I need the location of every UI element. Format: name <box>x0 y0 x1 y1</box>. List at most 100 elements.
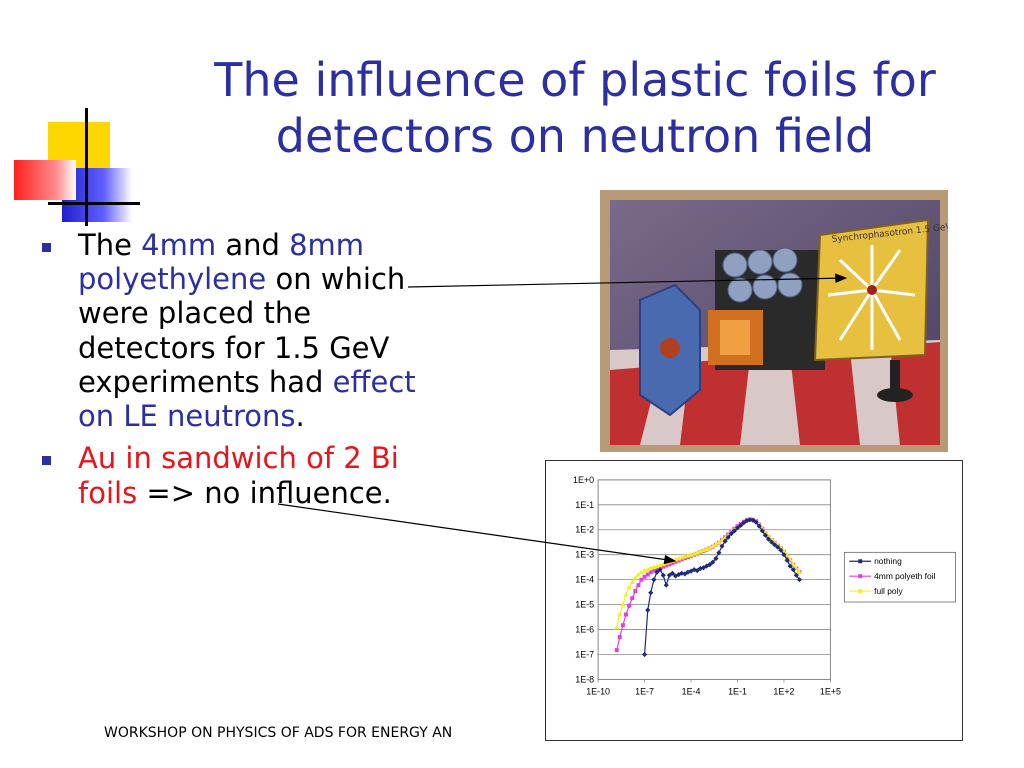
data-point <box>663 582 669 588</box>
setup-photo: Synchrophasotron 1.5 GeV Proton <box>600 190 948 452</box>
data-point <box>731 528 737 534</box>
data-point <box>784 552 790 557</box>
data-point <box>713 541 719 547</box>
x-tick-label: 1E+2 <box>773 686 794 696</box>
data-point <box>793 572 799 578</box>
data-point <box>738 522 744 528</box>
data-point <box>654 569 660 575</box>
data-point <box>710 559 716 565</box>
data-point <box>617 635 622 640</box>
data-point <box>672 573 679 579</box>
data-point <box>688 568 694 574</box>
data-point <box>633 589 638 594</box>
legend-label: 4mm polyeth foil <box>874 571 935 581</box>
data-point <box>734 525 741 531</box>
data-point <box>775 544 781 550</box>
y-tick-label: 1E-4 <box>575 575 594 585</box>
data-point <box>772 542 778 548</box>
bullet-text-part: on which were placed the detectors for 1… <box>78 262 406 399</box>
deco-horizontal-line <box>48 202 140 205</box>
bullet-text-part: effect on LE neutrons <box>78 364 416 434</box>
x-tick-label: 1E+5 <box>820 686 841 696</box>
data-point <box>623 592 629 597</box>
data-point <box>796 569 803 575</box>
data-point <box>639 577 644 582</box>
bullet-text-part: The <box>78 228 142 262</box>
data-point <box>638 569 645 575</box>
y-tick-label: 1E-6 <box>575 625 594 635</box>
footer-text: WORKSHOP ON PHYSICS OF ADS FOR ENERGY AN <box>104 725 453 741</box>
x-tick-label: 1E-4 <box>682 686 701 696</box>
data-point <box>660 572 666 578</box>
data-point <box>756 523 762 529</box>
data-point <box>651 577 657 583</box>
legend-box <box>843 551 956 603</box>
y-tick-label: 1E-3 <box>575 550 594 560</box>
data-point <box>781 552 787 558</box>
bullet-text-part: Au in sandwich of 2 Bi foils <box>78 441 399 510</box>
bullet-text-part: => no influence. <box>137 475 392 510</box>
legend-swatch-marker <box>858 574 863 579</box>
data-point <box>769 539 775 545</box>
data-point <box>694 550 700 555</box>
bullet-item: The 4mm and 8mm polyethylene on which we… <box>40 228 440 433</box>
data-point <box>654 567 659 572</box>
data-point <box>790 561 796 567</box>
data-point <box>796 577 803 583</box>
x-tick-label: 1E-7 <box>635 686 654 696</box>
bullet-text-part: 8mm polyethylene <box>78 228 365 297</box>
data-point <box>620 602 626 607</box>
x-tick-label: 1E-1 <box>728 686 747 696</box>
data-point <box>707 562 713 568</box>
data-point <box>645 572 650 577</box>
data-point <box>741 520 747 526</box>
data-point <box>620 623 625 628</box>
y-tick-label: 1E-5 <box>575 600 594 610</box>
data-point <box>716 539 722 545</box>
bullet-square-icon <box>42 456 51 466</box>
data-point <box>626 584 632 590</box>
data-point <box>669 570 676 576</box>
data-point <box>691 567 697 573</box>
data-point <box>651 568 656 573</box>
data-point <box>627 603 632 608</box>
bullet-list: The 4mm and 8mm polyethylene on which we… <box>40 228 440 518</box>
data-point <box>778 547 784 553</box>
data-point <box>759 528 765 534</box>
deco-red-square <box>14 160 76 200</box>
data-point <box>624 612 628 617</box>
data-point <box>630 596 635 601</box>
data-point <box>636 583 641 588</box>
data-point <box>784 557 790 563</box>
data-point <box>661 564 666 569</box>
data-point <box>617 611 623 617</box>
data-point <box>703 563 710 569</box>
data-point <box>676 558 681 563</box>
y-tick-label: 1E-1 <box>575 500 594 510</box>
bullet-item: Au in sandwich of 2 Bi foils => no influ… <box>40 441 440 510</box>
deco-vertical-line <box>85 108 88 226</box>
data-point <box>642 568 648 573</box>
data-point <box>666 572 672 578</box>
data-point <box>645 607 651 613</box>
data-point <box>710 543 716 549</box>
data-point <box>790 567 796 573</box>
legend-label: nothing <box>874 556 902 566</box>
data-point <box>660 561 666 567</box>
data-point <box>750 517 756 523</box>
data-point <box>629 579 635 585</box>
y-tick-label: 1E-8 <box>575 674 594 684</box>
legend-swatch-marker <box>858 589 863 594</box>
data-point <box>645 566 651 572</box>
data-point <box>703 546 710 551</box>
data-point <box>632 575 638 580</box>
legend-swatch-marker <box>858 559 863 564</box>
data-point <box>642 651 648 658</box>
data-point <box>664 563 669 568</box>
data-point <box>787 563 793 569</box>
data-point <box>747 517 753 523</box>
data-point <box>667 562 672 567</box>
data-point <box>716 550 722 556</box>
y-tick-label: 1E+0 <box>573 475 594 485</box>
bullet-text-part: . <box>295 399 305 434</box>
